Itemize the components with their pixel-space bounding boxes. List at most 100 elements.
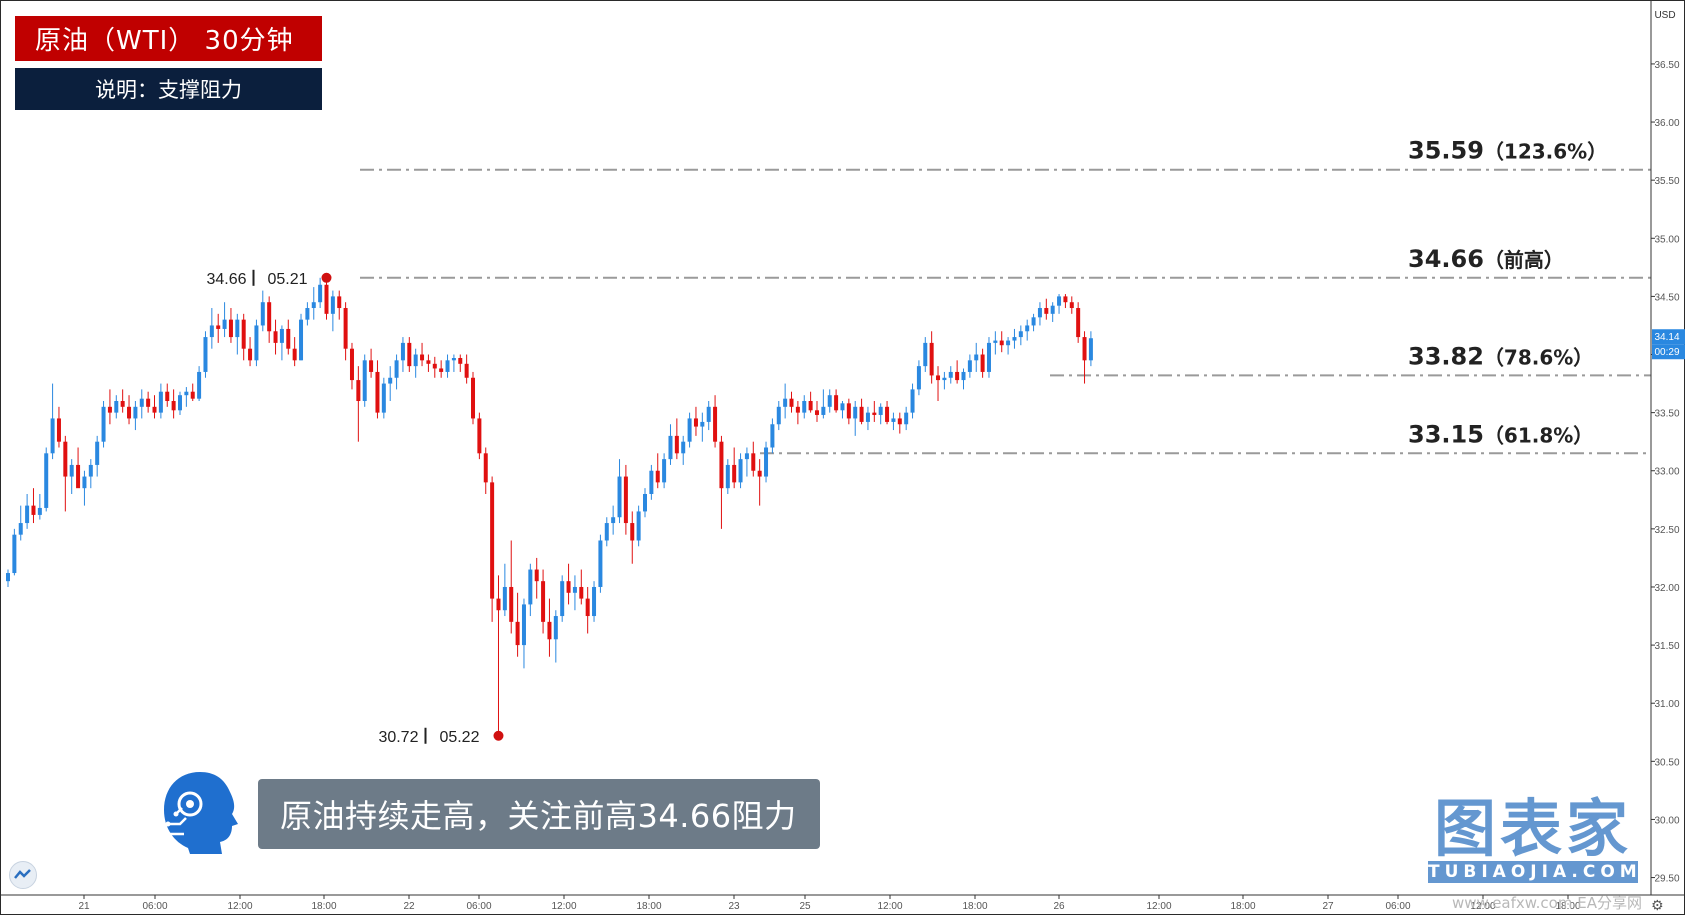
candle-body xyxy=(279,328,284,343)
candle xyxy=(12,528,17,576)
candle-body xyxy=(668,435,673,460)
candle xyxy=(643,488,647,518)
candle-body xyxy=(152,406,157,413)
tradingview-logo-icon[interactable] xyxy=(9,861,37,889)
time-tick-label: 22 xyxy=(403,901,415,912)
time-tick-label: 26 xyxy=(1053,901,1065,912)
candle xyxy=(324,278,329,320)
candle-body xyxy=(528,569,533,605)
candle xyxy=(617,459,622,524)
candle xyxy=(458,354,463,372)
candle xyxy=(974,342,979,372)
candle-body xyxy=(228,319,233,338)
candle-body xyxy=(260,302,265,326)
candle xyxy=(1006,337,1011,355)
marker-date: 05.21 xyxy=(267,271,307,288)
candle-body xyxy=(808,401,813,411)
candle xyxy=(6,569,10,587)
candle-body xyxy=(222,319,227,329)
candle-body xyxy=(305,308,310,320)
candle-body xyxy=(617,476,622,518)
candle xyxy=(572,575,577,611)
time-tick-label: 06:00 xyxy=(142,901,167,912)
candle-body xyxy=(44,453,49,508)
candle xyxy=(490,476,495,622)
candle-body xyxy=(1057,296,1062,306)
candle-body xyxy=(120,401,125,407)
candle-body xyxy=(916,366,921,390)
candle xyxy=(69,459,74,494)
candle-body xyxy=(311,302,316,309)
candle-body xyxy=(859,406,864,422)
candle xyxy=(808,391,813,413)
price-axis[interactable]: USD 29.50 30.00 30.50 31.00 31.50 32.00 32.50 33… xyxy=(1650,0,1685,895)
price-tick-label: 31.00 xyxy=(1654,699,1679,710)
candle xyxy=(636,505,641,547)
candle xyxy=(598,534,603,593)
candle-body xyxy=(872,412,877,415)
currency-label: USD xyxy=(1654,10,1675,21)
candle-body xyxy=(337,296,342,309)
price-markers: 05.21 34.66 05.22 30.72 xyxy=(206,269,504,746)
candle-body xyxy=(541,581,546,622)
candle xyxy=(1069,296,1074,314)
robot-head-icon xyxy=(164,772,238,854)
candle-body xyxy=(184,391,189,396)
candle xyxy=(177,391,182,415)
candle xyxy=(305,302,310,326)
time-tick-label: 21 xyxy=(78,901,90,912)
candle xyxy=(311,287,316,320)
candle xyxy=(1044,298,1049,320)
settings-gear-icon[interactable]: ⚙ xyxy=(1651,898,1664,914)
candle-body xyxy=(515,621,520,646)
candle xyxy=(318,277,323,309)
candle-body xyxy=(1044,308,1049,314)
candle xyxy=(286,319,291,355)
candle-body xyxy=(719,441,724,489)
candle-body xyxy=(381,383,386,413)
chart-description: 说明：支撑阻力 xyxy=(15,68,322,110)
candle-body xyxy=(986,342,991,372)
price-tick-label: 30.50 xyxy=(1654,757,1679,768)
candle-body xyxy=(929,342,934,376)
candle xyxy=(152,395,157,419)
candle xyxy=(834,389,839,413)
candle-body xyxy=(865,412,870,422)
candle-body xyxy=(248,348,253,361)
candle-body xyxy=(521,604,526,646)
time-tick-label: 06:00 xyxy=(1385,901,1410,912)
candle xyxy=(139,389,144,419)
brand-name: 图表家 xyxy=(1433,792,1632,865)
candle-body xyxy=(165,391,170,402)
candle-body xyxy=(88,464,93,477)
candle-body xyxy=(209,325,214,338)
candle-body xyxy=(681,441,686,454)
candle xyxy=(623,464,628,535)
candle-body xyxy=(1037,308,1042,318)
candle-body xyxy=(483,453,488,483)
time-axis[interactable]: 21 06:00 12:00 18:00 22 06:00 12:00 18:00 23 25 12… xyxy=(0,894,1685,912)
candle-body xyxy=(655,470,660,483)
price-tick-label: 30.00 xyxy=(1654,815,1679,826)
candle xyxy=(986,337,991,378)
candle xyxy=(904,406,909,431)
candle xyxy=(413,348,418,378)
candle xyxy=(222,302,227,338)
candle xyxy=(267,296,272,343)
candle xyxy=(528,563,533,617)
candle-body xyxy=(764,447,769,477)
candle-body xyxy=(69,464,74,477)
candle xyxy=(114,395,119,419)
candle-body xyxy=(827,395,832,407)
candle-body xyxy=(592,586,597,617)
candle-body xyxy=(923,342,928,367)
candle xyxy=(859,398,864,425)
candle xyxy=(515,592,520,657)
candle-body xyxy=(292,348,297,361)
candlestick-series xyxy=(6,277,1093,736)
candle xyxy=(604,517,609,547)
candle-body xyxy=(891,418,896,422)
candle xyxy=(228,308,233,343)
candle xyxy=(706,401,711,431)
